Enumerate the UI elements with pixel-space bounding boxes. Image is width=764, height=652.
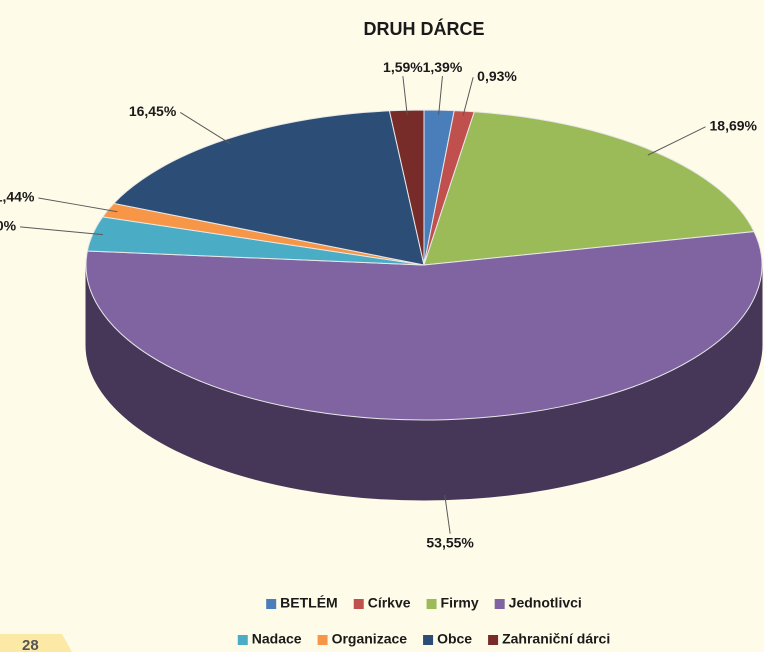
legend-swatch — [488, 635, 499, 645]
legend-swatch — [266, 599, 277, 609]
legend-label: Firmy — [441, 595, 479, 611]
leader-line — [20, 226, 103, 236]
leader-line — [444, 494, 451, 534]
data-label: 18,69% — [710, 118, 758, 134]
legend-swatch — [423, 635, 434, 645]
legend-row: BETLÉM Církve Firmy Jednotlivci — [266, 595, 582, 611]
page-number: 28 — [22, 637, 39, 652]
data-label: 1,39% — [423, 59, 463, 75]
legend-swatch — [237, 635, 248, 645]
legend-label: Obce — [437, 631, 472, 647]
data-label: 3,50% — [0, 218, 17, 234]
data-label: 0,93% — [477, 68, 517, 84]
legend-label: Jednotlivci — [509, 595, 582, 611]
leader-line — [402, 76, 408, 115]
data-label: 1,59% — [383, 59, 423, 75]
legend-swatch — [353, 599, 364, 609]
legend-label: Nadace — [252, 631, 302, 647]
leader-line — [180, 112, 231, 145]
legend-swatch — [494, 599, 505, 609]
legend-swatch — [317, 635, 328, 645]
legend-label: Organizace — [332, 631, 408, 647]
legend-swatch — [426, 599, 437, 609]
slice — [85, 231, 763, 421]
leader-line — [38, 197, 118, 213]
leader-line — [438, 76, 443, 115]
legend-label: Zahraniční dárci — [502, 631, 610, 647]
legend-label: BETLÉM — [280, 595, 338, 611]
leader-line — [647, 126, 706, 156]
data-label: 16,45% — [129, 103, 177, 119]
data-label: 1,44% — [0, 189, 35, 205]
data-label: 53,55% — [426, 534, 474, 550]
pie-labels: 1,39% 0,93% 18,69% 53,55% 3,50% 1,44% 16,45% 1,… — [0, 59, 758, 551]
legend-label: Církve — [368, 595, 411, 611]
pie-tops — [85, 109, 763, 421]
chart-title: DRUH DÁRCE — [364, 18, 485, 39]
page-tab — [0, 634, 72, 652]
legend-row: Nadace Organizace Obce Zahraniční dárci — [237, 631, 610, 647]
leader-line — [462, 77, 474, 116]
